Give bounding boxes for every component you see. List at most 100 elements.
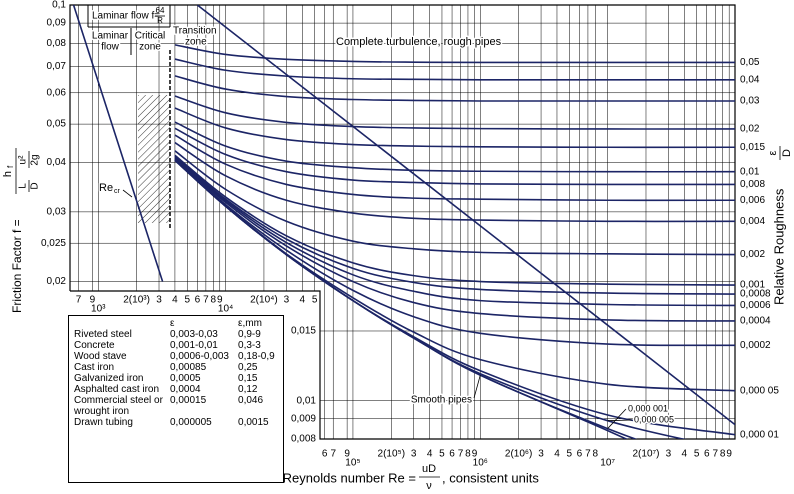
curve [174, 154, 735, 286]
x-tick-label: 2(10⁴) [250, 295, 278, 306]
turbulence-boundary [196, 5, 735, 426]
x-tick-label: 5 [567, 449, 573, 460]
series-label: 0,01 [740, 166, 760, 177]
y-label-text: h [2, 171, 14, 177]
x-tick-label: 7 [203, 295, 209, 306]
annotation: Critical [135, 31, 166, 42]
table: ε ε,mm Riveted steel 0,003-0,03 0,9-9 Concr… [72, 318, 280, 428]
series-label: 0,002 [740, 249, 765, 260]
table-cell: Cast iron [74, 362, 115, 373]
x-tick-label: 2(10⁵) [378, 449, 406, 460]
series-label: 0,04 [740, 74, 760, 85]
table-cell: 0,000005 [170, 417, 212, 428]
series-label: 0,000 001 [628, 403, 668, 413]
table-cell: Concrete [74, 340, 115, 351]
table-row: Commercial steel or wrought iron 0,00015 0… [72, 395, 280, 417]
y-tick-label: 0,015 [291, 326, 316, 337]
series-label: 0,001 [740, 280, 765, 291]
x-tick-label: 2(10³) [123, 295, 150, 306]
x-tick-label: 6 [704, 449, 710, 460]
curve [174, 127, 735, 186]
x-tick-label: 6 [577, 449, 583, 460]
table-header-cell [72, 318, 168, 329]
series-label: 0,000 01 [740, 429, 779, 440]
y-tick-label: 0,009 [291, 413, 316, 424]
table-cell: Riveted steel [74, 329, 132, 340]
series-label: 0,0002 [740, 340, 771, 351]
x-tick-label: 9 [472, 449, 478, 460]
x-tick-label: 8 [593, 449, 599, 460]
table-header: ε ε,mm [72, 318, 280, 329]
x-label: Reynolds number Re = [283, 470, 416, 485]
x-tick-label: 10⁶ [473, 458, 488, 469]
table-cell: 0,003-0,03 [170, 329, 218, 340]
curve [174, 141, 735, 223]
x-tick-label: 10³ [91, 304, 106, 315]
leader [122, 189, 133, 198]
table-cell: 0,15 [238, 373, 258, 384]
x-tick-label: 10⁵ [345, 458, 360, 469]
x-tick-label: 6 [195, 295, 201, 306]
table-cell: 0,001-0,01 [170, 340, 218, 351]
x-tick-label: 5 [439, 449, 445, 460]
series-label: 0,006 [740, 195, 765, 206]
table-header-cell: ε [170, 318, 175, 329]
table-cell: 0,0004 [170, 384, 201, 395]
curve [174, 58, 735, 81]
curve [174, 155, 735, 295]
table-body: Riveted steel 0,003-0,03 0,9-9 Concrete 0,00… [72, 329, 280, 428]
table-cell: 0,0006-0,003 [170, 351, 229, 362]
table-cell: 0,046 [238, 395, 264, 406]
critical-hatch [138, 95, 170, 223]
leader [607, 419, 633, 422]
y-label-text: D [30, 182, 41, 189]
series-label: 0,0006 [740, 300, 771, 311]
annotation: cr [114, 188, 121, 195]
x-tick-label: 6 [322, 449, 328, 460]
table-cell: Galvanized iron [74, 373, 144, 384]
annotation: flow [101, 42, 120, 53]
curve [174, 134, 735, 202]
leader [607, 408, 627, 429]
series-label: 0,000 05 [740, 385, 779, 396]
annotation: Laminar [92, 31, 129, 42]
table-row: Riveted steel 0,003-0,03 0,9-9 [72, 329, 280, 340]
x-tick-label: 9 [90, 295, 96, 306]
annotation: Laminar flow f= [92, 11, 160, 22]
x-tick-label: 4 [172, 295, 178, 306]
table-cell: 0,9-9 [238, 329, 261, 340]
y-label-text: 2g [30, 154, 41, 165]
x-tick-label: 2(10⁷) [633, 449, 660, 460]
y-tick-label: 0,008 [291, 434, 316, 445]
table-cell: 0,12 [238, 384, 258, 395]
x-tick-label: 6 [449, 449, 455, 460]
table-header-cell: ε,mm [238, 318, 262, 329]
table-cell: Drawn tubing [74, 417, 133, 428]
x-tick-label: 10⁴ [218, 304, 233, 315]
x-tick-label: 5 [312, 295, 318, 306]
y-tick-label: 0,05 [47, 119, 67, 130]
y-label-text: u² [18, 155, 29, 165]
x-tick-label: 8 [465, 449, 471, 460]
table-cell: Asphalted cast iron [74, 384, 160, 395]
curve [174, 95, 735, 130]
table-row: Galvanized iron 0,0005 0,15 [72, 373, 280, 384]
curve [174, 121, 735, 173]
x-tick-label: 7 [76, 295, 82, 306]
curve [174, 150, 735, 256]
x-tick-label: 4 [554, 449, 560, 460]
series-label: 0,0004 [740, 316, 771, 327]
x-tick-label: 5 [184, 295, 190, 306]
curve [174, 157, 735, 322]
y-label-text: L [18, 183, 29, 189]
y-tick-label: 0,03 [47, 207, 67, 218]
x-label: , consistent units [442, 470, 539, 485]
table-cell: 0,25 [238, 362, 258, 373]
y-tick-label: 0,025 [41, 238, 66, 249]
table-cell: 0,3-3 [238, 340, 261, 351]
annotation: R [157, 16, 163, 25]
y-label-text: f [6, 165, 15, 168]
table-row: Drawn tubing 0,000005 0,0015 [72, 417, 280, 428]
table-cell: Wood stave [74, 351, 127, 362]
